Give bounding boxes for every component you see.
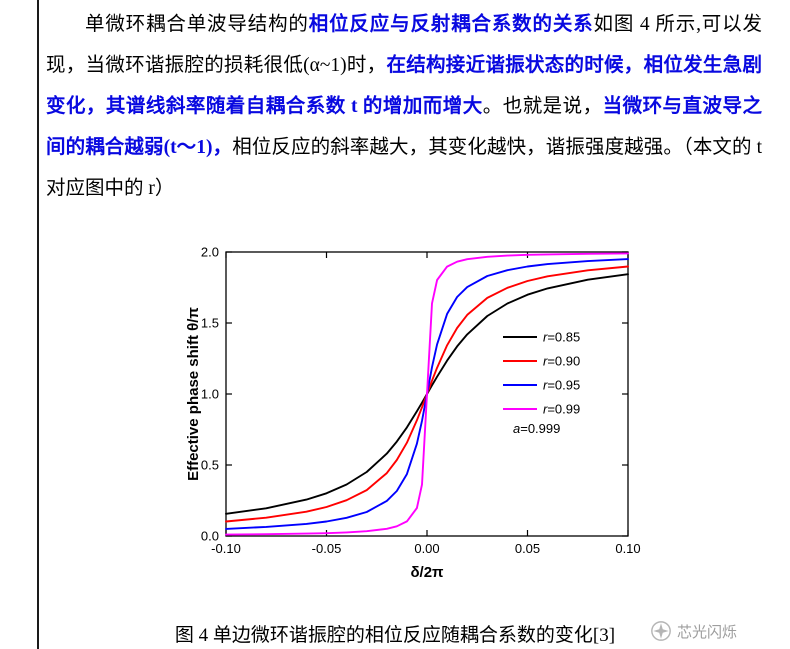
text-segment-blue: 相位反应与反射耦合系数的关系 <box>308 14 594 35</box>
text-segment-black: 。也就是说， <box>482 96 603 117</box>
x-tick-label: -0.10 <box>211 541 241 556</box>
x-tick-label: 0.10 <box>615 541 640 556</box>
y-tick-label: 0.5 <box>201 458 219 473</box>
x-tick-label: 0.00 <box>414 541 439 556</box>
body-paragraph: 单微环耦合单波导结构的相位反应与反射耦合系数的关系如图 4 所示,可以发现，当微… <box>46 4 762 209</box>
left-border-line <box>37 0 39 649</box>
text-segment-black: 如图 4 所示,可以发现，当微环谐振腔的损耗很低(α~1)时， <box>46 14 762 76</box>
x-tick-label: 0.05 <box>515 541 540 556</box>
figure-caption: 图 4 单边微环谐振腔的相位反应随耦合系数的变化[3] <box>174 625 616 646</box>
y-tick-label: 1.5 <box>201 316 219 331</box>
watermark-text: 芯光闪烁 <box>677 623 738 641</box>
figure-4: -0.10 -0.05 0.00 0.05 0.10 0.0 0.5 1.0 1.5 2.0 δ/2… <box>183 243 653 603</box>
text-segment-blue: 当微环与直波导之间的耦合越弱(t～1)， <box>46 96 762 158</box>
y-tick-label: 0.0 <box>201 529 219 544</box>
y-tick-label: 1.0 <box>201 387 219 402</box>
watermark-logo-icon <box>651 621 671 641</box>
text-segment-blue: 在结构接近谐振状态的时候，相位发生急剧变化，其谱线斜率随着自耦合系数 t 的增加… <box>46 55 762 117</box>
legend-label: r=0.95 <box>543 378 580 393</box>
text-segment-black: 单微环耦合单波导结构的 <box>85 14 309 35</box>
legend-label: r=0.99 <box>543 402 580 417</box>
watermark: 芯光闪烁 <box>650 620 737 642</box>
curve-r=0.99 <box>225 252 629 536</box>
x-axis-label: δ/2π <box>410 564 444 581</box>
loss-annotation: a=0.999 <box>513 421 560 436</box>
text-segment-black: 相位反应的斜率越大，其变化越快，谐振强度越强。（本文的 t 对应图中的 r） <box>46 137 763 199</box>
legend-label: r=0.85 <box>543 330 580 345</box>
phase-shift-chart: -0.10 -0.05 0.00 0.05 0.10 0.0 0.5 1.0 1.5 2.0 δ/2… <box>185 245 641 582</box>
y-axis-label: Effective phase shift θ/π <box>185 307 202 481</box>
x-tick-label: -0.05 <box>312 541 342 556</box>
y-tick-label: 2.0 <box>201 245 219 260</box>
legend-label: r=0.90 <box>543 354 580 369</box>
